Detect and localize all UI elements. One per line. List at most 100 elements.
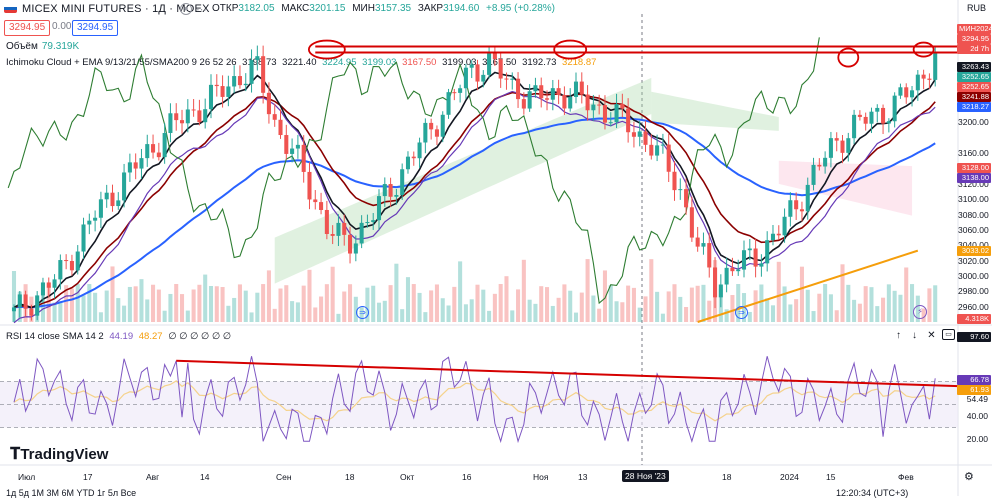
price-axis-label: 2980.00 [958,286,989,297]
volume-bar [336,313,341,322]
candle-body [672,171,677,191]
pane-down-icon[interactable]: ↓ [912,330,917,341]
candle-body [904,87,909,98]
candle-body [487,51,492,75]
candle-body [828,138,833,158]
price-axis-label: 3160.00 [958,148,989,159]
volume-bar [168,293,173,322]
candle-body [272,114,277,120]
volume-bar [255,292,260,322]
price-axis-label: 3000.00 [958,270,989,281]
candle-body [35,295,40,316]
candle-body [527,91,532,109]
volume-bar [446,305,451,322]
candle-body [58,260,63,280]
volume-bar [266,270,271,322]
candle-body [342,222,347,235]
pane-maximize-icon[interactable]: ▭ [942,329,955,340]
event-marker-icon[interactable]: ⇒ [735,306,748,319]
candle-body [799,209,804,212]
kijun-line [13,91,936,309]
volume-bar [527,299,532,322]
rsi-axis-label: 40.00 [966,411,988,421]
candle-body [214,84,219,87]
volume-bar [197,284,202,322]
price-axis-label: 3080.00 [958,209,989,220]
volume-bar [423,312,428,322]
tradingview-logo[interactable]: 𝐓TradingView [10,446,109,463]
symbol-title[interactable]: MICEX MINI FUTURES · 1Д · MOEX [22,3,210,15]
time-axis-label: Ноя [533,472,549,482]
rsi-axis-label: 54.49 [966,394,988,405]
candle-body [307,171,312,200]
volume-bar [857,303,862,322]
kijun-tag: 3241.88 [957,92,991,102]
candle-body [481,74,486,82]
volume-bar [353,296,358,322]
volume-bar [174,284,179,322]
time-axis-label: 16 [462,472,472,482]
candle-body [122,172,127,201]
event-marker-icon[interactable]: ⇒ [356,306,369,319]
volume-bar [139,279,144,322]
candle-body [400,169,405,195]
current-price-tag: 3294.95 [957,34,991,44]
volume-bar [602,270,607,322]
volume-bar [794,299,799,322]
volume-bar [81,295,86,322]
volume-bar [799,266,804,322]
candle-body [371,220,376,223]
volume-bar [666,291,671,322]
candle-body [313,199,318,203]
settings-gear-icon[interactable]: ⚙ [964,471,974,483]
timeframe-bar[interactable]: 1д 5д 1М 3М 6М YTD 1г 5л Все [6,488,137,498]
volume-bar [881,297,886,322]
candle-body [492,51,497,60]
volume-bar [278,288,283,322]
candle-body [736,269,741,272]
volume-bar [765,298,770,322]
volume-bar [290,301,295,322]
candle-body [678,189,683,191]
volume-bar [301,285,306,322]
sma200-tag: 3033.02 [957,246,991,256]
candle-body [365,222,370,224]
candle-body [220,86,225,97]
more-icon[interactable]: ⋯ [196,4,207,16]
lightning-icon[interactable]: ⚡ [913,305,927,319]
sell-price-box[interactable]: 3294.95 [4,20,51,36]
volume-bar [295,302,300,322]
volume-bar [684,307,689,322]
candle-body [608,122,613,124]
ema-tag-1: 3252.65 [957,72,991,82]
candle-body [701,243,706,247]
eye-icon[interactable]: ● [180,3,192,15]
volume-bar [834,310,839,322]
volume-bar [400,309,405,322]
ema55-tag: 3218.27 [957,102,991,112]
pane-close-icon[interactable]: ✕ [927,330,936,341]
volume-bar [817,293,822,322]
candle-body [145,144,150,159]
buy-price-box[interactable]: 3294.95 [72,20,119,36]
volume-bar [417,292,422,322]
candle-body [394,194,399,197]
candle-body [747,248,752,251]
candle-body [255,56,260,61]
volume-bar [782,286,787,322]
pane-up-icon[interactable]: ↑ [896,330,901,341]
volume-bar [104,290,109,322]
candle-body [353,243,358,254]
volume-bar [98,312,103,322]
price-axis-label: 3060.00 [958,224,989,235]
candle-body [597,104,602,106]
currency-label[interactable]: RUB [966,3,986,13]
candle-body [446,92,451,115]
candle-body [452,92,457,94]
candle-body [319,202,324,210]
candle-body [261,56,266,93]
candle-body [539,85,544,99]
volume-bar [203,274,208,322]
highlight-ellipse [837,47,860,68]
